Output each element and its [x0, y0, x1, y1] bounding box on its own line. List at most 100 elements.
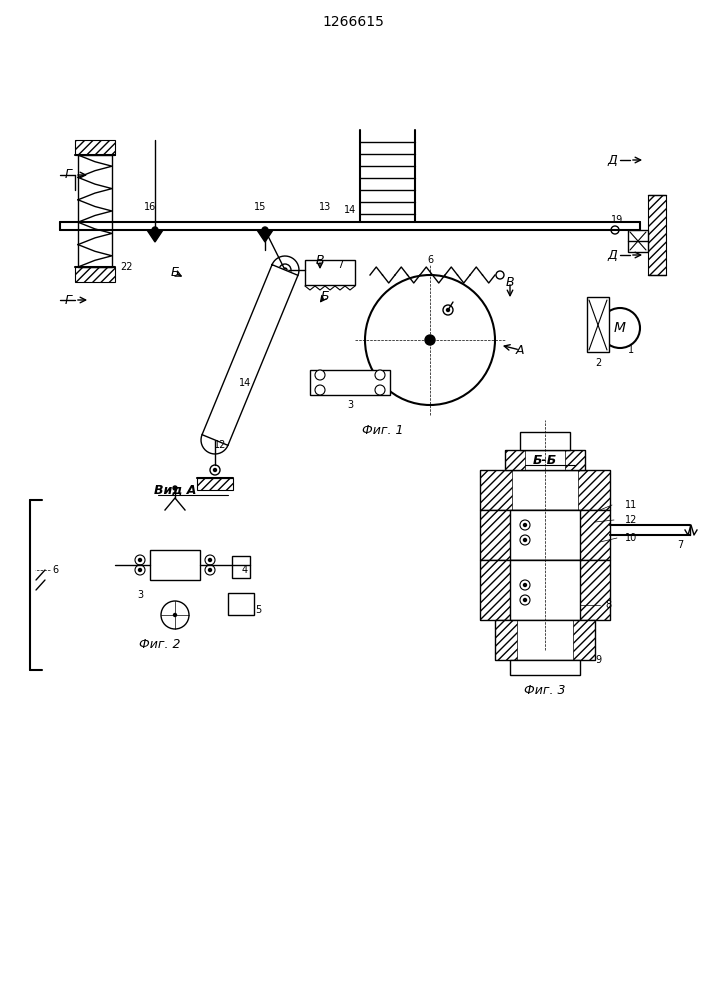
- Circle shape: [600, 308, 640, 348]
- Text: 19: 19: [611, 215, 623, 225]
- Bar: [75, 140, 115, 155]
- Text: 8: 8: [605, 600, 611, 610]
- Bar: [587, 297, 609, 352]
- Circle shape: [523, 524, 527, 526]
- Circle shape: [317, 387, 323, 393]
- Text: 10: 10: [625, 533, 637, 543]
- Circle shape: [210, 465, 220, 475]
- Text: 15: 15: [254, 202, 267, 212]
- Circle shape: [205, 565, 215, 575]
- Circle shape: [375, 370, 385, 380]
- Circle shape: [283, 268, 287, 272]
- Bar: [510, 660, 580, 675]
- Bar: [75, 267, 115, 282]
- Circle shape: [135, 555, 145, 565]
- Text: Д: Д: [607, 248, 617, 261]
- Circle shape: [611, 226, 619, 234]
- Bar: [267, 296, 277, 306]
- Circle shape: [135, 565, 145, 575]
- Circle shape: [520, 535, 530, 545]
- Text: 7: 7: [677, 540, 683, 550]
- Bar: [505, 450, 525, 470]
- Text: 4: 4: [242, 565, 248, 575]
- Text: М: М: [614, 321, 626, 335]
- Circle shape: [447, 308, 450, 312]
- Polygon shape: [202, 265, 298, 445]
- Bar: [480, 560, 510, 620]
- Bar: [648, 195, 666, 275]
- Text: 5: 5: [255, 605, 261, 615]
- Text: Б-Б: Б-Б: [533, 454, 557, 466]
- Bar: [573, 620, 595, 660]
- Circle shape: [523, 598, 527, 601]
- Text: 1: 1: [628, 345, 634, 355]
- Bar: [150, 550, 200, 580]
- Circle shape: [255, 324, 266, 334]
- Circle shape: [173, 486, 177, 490]
- Circle shape: [612, 227, 618, 233]
- Polygon shape: [257, 230, 273, 242]
- Circle shape: [365, 275, 495, 405]
- Text: 14: 14: [239, 378, 251, 388]
- Text: Г: Г: [64, 294, 71, 306]
- Text: 6: 6: [427, 255, 433, 265]
- Text: 1266615: 1266615: [322, 15, 384, 29]
- Circle shape: [523, 538, 527, 542]
- Circle shape: [315, 370, 325, 380]
- Text: 2: 2: [595, 358, 601, 368]
- Text: Б: Б: [170, 266, 180, 279]
- Circle shape: [279, 264, 291, 276]
- Text: В: В: [506, 275, 514, 288]
- Circle shape: [496, 271, 504, 279]
- Text: 13: 13: [319, 202, 331, 212]
- Circle shape: [259, 328, 262, 331]
- Bar: [505, 450, 585, 470]
- Text: 3: 3: [347, 400, 353, 410]
- Circle shape: [523, 584, 527, 586]
- Circle shape: [375, 385, 385, 395]
- Text: Д: Д: [607, 153, 617, 166]
- Bar: [310, 370, 390, 395]
- Bar: [197, 478, 233, 490]
- Bar: [480, 510, 510, 560]
- Circle shape: [161, 601, 189, 629]
- Text: Фиг. 2: Фиг. 2: [139, 639, 181, 652]
- Bar: [480, 560, 610, 620]
- Bar: [305, 260, 355, 285]
- Circle shape: [209, 558, 211, 562]
- Bar: [580, 560, 610, 620]
- Text: 14: 14: [344, 205, 356, 215]
- Circle shape: [377, 372, 383, 378]
- Text: Г: Г: [64, 168, 71, 182]
- Text: 22: 22: [120, 262, 132, 272]
- Bar: [78, 155, 112, 267]
- Circle shape: [139, 558, 141, 562]
- Text: Фиг. 1: Фиг. 1: [362, 424, 404, 436]
- Text: 9: 9: [595, 655, 601, 665]
- Text: 3: 3: [137, 590, 143, 600]
- Circle shape: [520, 580, 530, 590]
- Bar: [480, 470, 610, 510]
- Circle shape: [262, 227, 268, 233]
- Text: 12: 12: [625, 515, 638, 525]
- Bar: [510, 510, 580, 560]
- Bar: [480, 510, 610, 560]
- Polygon shape: [147, 230, 163, 242]
- Bar: [495, 620, 595, 660]
- Text: 12: 12: [214, 440, 226, 450]
- Circle shape: [173, 613, 177, 616]
- Circle shape: [209, 568, 211, 572]
- Text: 7: 7: [337, 260, 343, 270]
- Bar: [565, 450, 585, 470]
- Circle shape: [139, 568, 141, 572]
- Circle shape: [443, 305, 453, 315]
- Text: 16: 16: [144, 202, 156, 212]
- Circle shape: [425, 335, 435, 345]
- Bar: [495, 620, 517, 660]
- Bar: [510, 560, 580, 620]
- Text: 11: 11: [625, 500, 637, 510]
- Bar: [578, 470, 610, 510]
- Text: Б: Б: [321, 290, 329, 302]
- Bar: [628, 230, 648, 252]
- Circle shape: [377, 387, 383, 393]
